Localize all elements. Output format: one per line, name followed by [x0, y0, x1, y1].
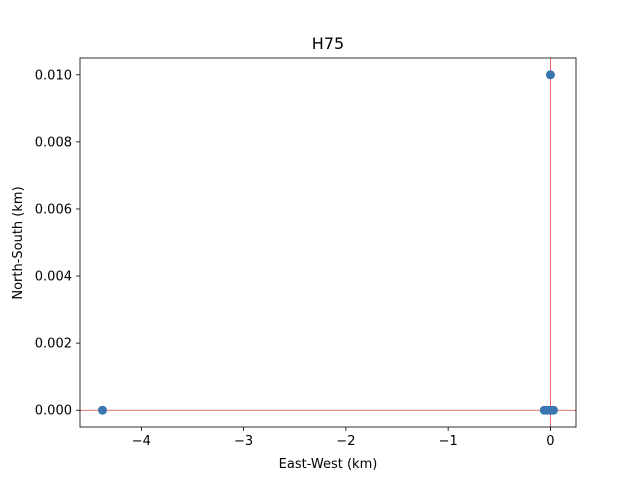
x-tick-label: −4	[132, 434, 151, 449]
data-point	[97, 405, 107, 415]
chart-title: H75	[312, 34, 344, 53]
y-axis-title: North-South (km)	[11, 186, 26, 299]
x-tick-label: 0	[546, 434, 554, 449]
y-tick-label: 0.010	[35, 68, 72, 83]
y-tick-label: 0.006	[35, 202, 72, 217]
x-tick-label: −3	[234, 434, 253, 449]
y-tick-label: 0.002	[35, 337, 72, 352]
x-tick-label: −1	[439, 434, 458, 449]
x-tick-label: −2	[336, 434, 355, 449]
y-tick-label: 0.004	[35, 270, 72, 285]
data-point	[545, 70, 555, 80]
plot-area: −4 −3 −2 −1 0 0.000 0.002 0.004 0.006 0.008 0.010	[35, 57, 577, 449]
x-axis-title: East-West (km)	[279, 457, 378, 472]
data-point	[549, 405, 559, 415]
plot-frame	[79, 57, 577, 428]
y-tick-label: 0.008	[35, 135, 72, 150]
y-tick-label: 0.000	[35, 404, 72, 419]
